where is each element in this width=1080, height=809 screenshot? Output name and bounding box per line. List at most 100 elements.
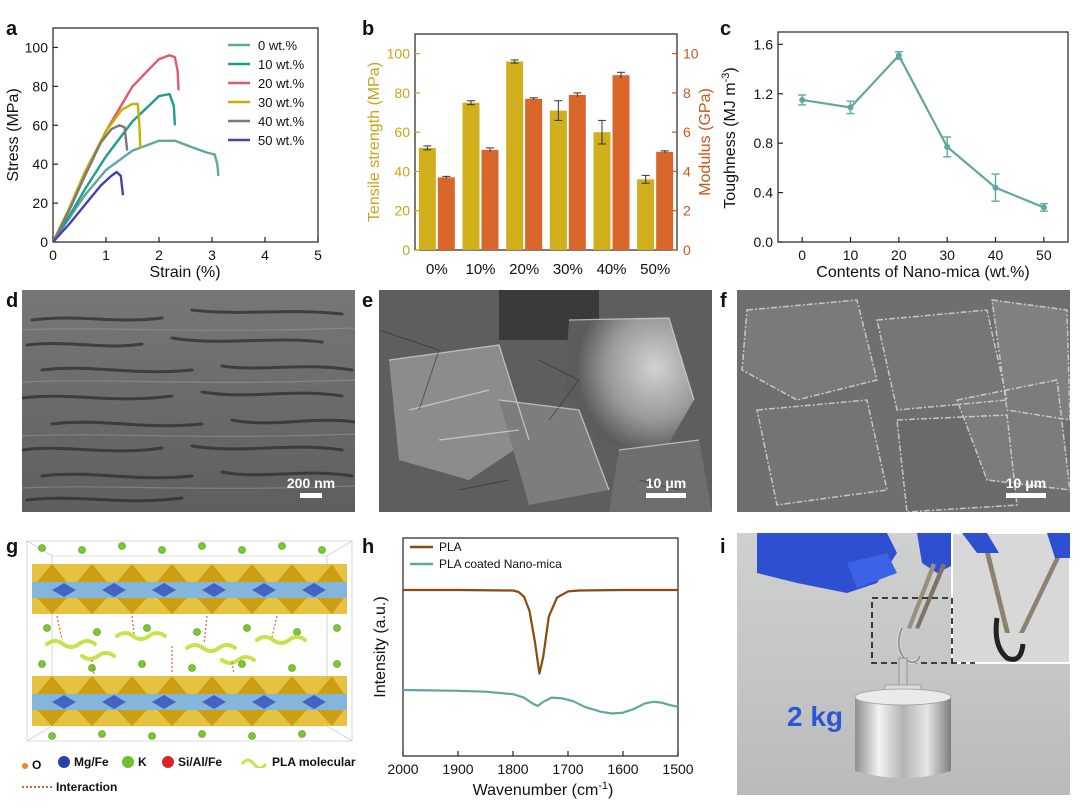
category-label: 40% xyxy=(596,261,626,278)
photo-illustration xyxy=(757,533,1070,778)
x-tick-label: 1900 xyxy=(442,761,473,777)
modulus-bar xyxy=(525,98,543,250)
pla-wave-icon xyxy=(240,758,268,770)
panel-letter-d: d xyxy=(6,290,19,312)
legend-label: 40 wt.% xyxy=(258,114,305,129)
scale-bar-d: 200 nm xyxy=(281,475,341,498)
y-axis-label: Stress (MPa) xyxy=(5,88,22,181)
strength-bar xyxy=(506,61,524,251)
strength-modulus-bar-chart: 0% 10% 20% 30% 40% 50% 0 20 40 60 80 100 0 2 4 6 8 10 Te… xyxy=(366,33,714,278)
y-tick-label-right: 2 xyxy=(683,203,691,219)
x-tick-label: 1 xyxy=(102,247,110,263)
panel-letter-i: i xyxy=(720,536,726,558)
y-tick-label: 100 xyxy=(25,39,49,55)
stress-strain-chart: 0 1 2 3 4 5 0 20 40 60 80 100 0 wt.% 10 wt.% 20 wt.% 3… xyxy=(5,27,322,281)
mica-layer-bottom xyxy=(32,676,347,726)
strength-bar xyxy=(549,110,567,250)
x-tick-label: 30 xyxy=(939,247,955,263)
mica-layer-top xyxy=(32,564,347,614)
x-tick-label: 40 xyxy=(988,247,1004,263)
y-tick-label: 0.8 xyxy=(754,135,774,151)
x-tick-label: 0 xyxy=(49,247,57,263)
scale-bar-label: 200 nm xyxy=(286,475,336,491)
series-line xyxy=(52,170,125,243)
legend-si-al-fe: Si/Al/Fe xyxy=(162,755,222,769)
plot-frame xyxy=(402,537,679,757)
x-tick-label: 4 xyxy=(261,247,269,263)
x-tick-label: 1600 xyxy=(607,761,638,777)
x-axis-label: Strain (%) xyxy=(149,264,220,281)
y-tick-label: 0.4 xyxy=(754,185,774,201)
y-tick-label-left: 0 xyxy=(402,242,410,258)
x-tick-label: 1500 xyxy=(662,761,693,777)
pla-chains xyxy=(45,631,307,665)
x-tick-label: 20 xyxy=(891,247,907,263)
legend-label: PLA xyxy=(439,540,462,554)
x-tick-label: 1700 xyxy=(552,761,583,777)
modulus-bar xyxy=(437,177,455,250)
panel-letter-h: h xyxy=(362,536,375,558)
legend-label: 20 wt.% xyxy=(258,76,305,91)
data-point xyxy=(847,104,854,111)
plot-frame xyxy=(52,27,319,243)
plot-frame xyxy=(414,33,678,251)
modulus-bar xyxy=(612,75,630,251)
strength-bar xyxy=(593,132,611,250)
data-point xyxy=(992,184,999,191)
y-tick-label-left: 80 xyxy=(394,85,410,101)
sem-image-f: 10 μm xyxy=(737,290,1070,512)
panel-letter-b: b xyxy=(362,18,375,40)
toughness-line xyxy=(802,53,1045,209)
y-axis-label-left: Tensile strength (MPa) xyxy=(366,62,383,222)
category-label: 20% xyxy=(509,261,539,278)
legend-label: 10 wt.% xyxy=(258,57,305,72)
strength-bar xyxy=(462,102,480,251)
crystal-structure-illustration xyxy=(26,540,353,742)
spectrum-line xyxy=(403,588,678,675)
sem-d-texture xyxy=(22,290,355,512)
spectrum-line xyxy=(402,688,679,715)
scale-bar-f: 10 μm xyxy=(996,475,1056,498)
sem-image-d: 200 nm xyxy=(22,290,355,512)
x-tick-label: 3 xyxy=(208,247,216,263)
k-atoms xyxy=(38,542,341,740)
strength-bar xyxy=(418,147,436,250)
legend-interaction: Interaction xyxy=(22,780,117,794)
y-tick-label: 1.6 xyxy=(754,36,774,52)
interaction-dash-icon xyxy=(22,786,52,788)
y-tick-label-right: 0 xyxy=(683,242,691,258)
y-tick-label: 20 xyxy=(32,195,48,211)
series-line xyxy=(51,124,129,243)
legend-k: K xyxy=(122,755,147,769)
inset-photo xyxy=(951,533,1070,664)
x-tick-label: 2 xyxy=(155,247,163,263)
zoom-box xyxy=(871,597,953,664)
category-label: 10% xyxy=(465,261,495,278)
panel-letter-f: f xyxy=(720,290,727,312)
data-point xyxy=(1040,204,1047,211)
y-tick-label-right: 4 xyxy=(683,163,691,179)
weight-lifting-photo: 2 kg xyxy=(737,533,1070,795)
legend-mg-fe: Mg/Fe xyxy=(58,755,109,769)
modulus-bar xyxy=(481,149,499,250)
weight-label: 2 kg xyxy=(787,701,844,732)
k-ball-icon xyxy=(122,756,134,768)
y-tick-label-left: 60 xyxy=(394,124,410,140)
sem-e-texture xyxy=(379,290,712,512)
category-label: 30% xyxy=(553,261,583,278)
panel-letter-g: g xyxy=(6,536,19,558)
plot-frame xyxy=(777,31,1069,243)
data-point xyxy=(895,52,902,59)
panel-letter-e: e xyxy=(362,290,374,312)
si-al-fe-ball-icon xyxy=(162,756,174,768)
y-tick-label: 60 xyxy=(32,117,48,133)
crystal-structure-panel: O Mg/Fe K Si/Al/Fe PLA molecular Interac… xyxy=(22,536,357,806)
panel-letter-c: c xyxy=(720,18,732,40)
modulus-bar xyxy=(656,151,674,250)
x-axis-label: Contents of Nano-mica (wt.%) xyxy=(816,264,1029,281)
y-tick-label: 1.2 xyxy=(754,86,774,102)
x-tick-label: 0 xyxy=(798,247,806,263)
scale-bar-e: 10 μm xyxy=(636,475,696,498)
scale-bar-label: 10 μm xyxy=(1005,475,1047,491)
data-point xyxy=(799,96,806,103)
